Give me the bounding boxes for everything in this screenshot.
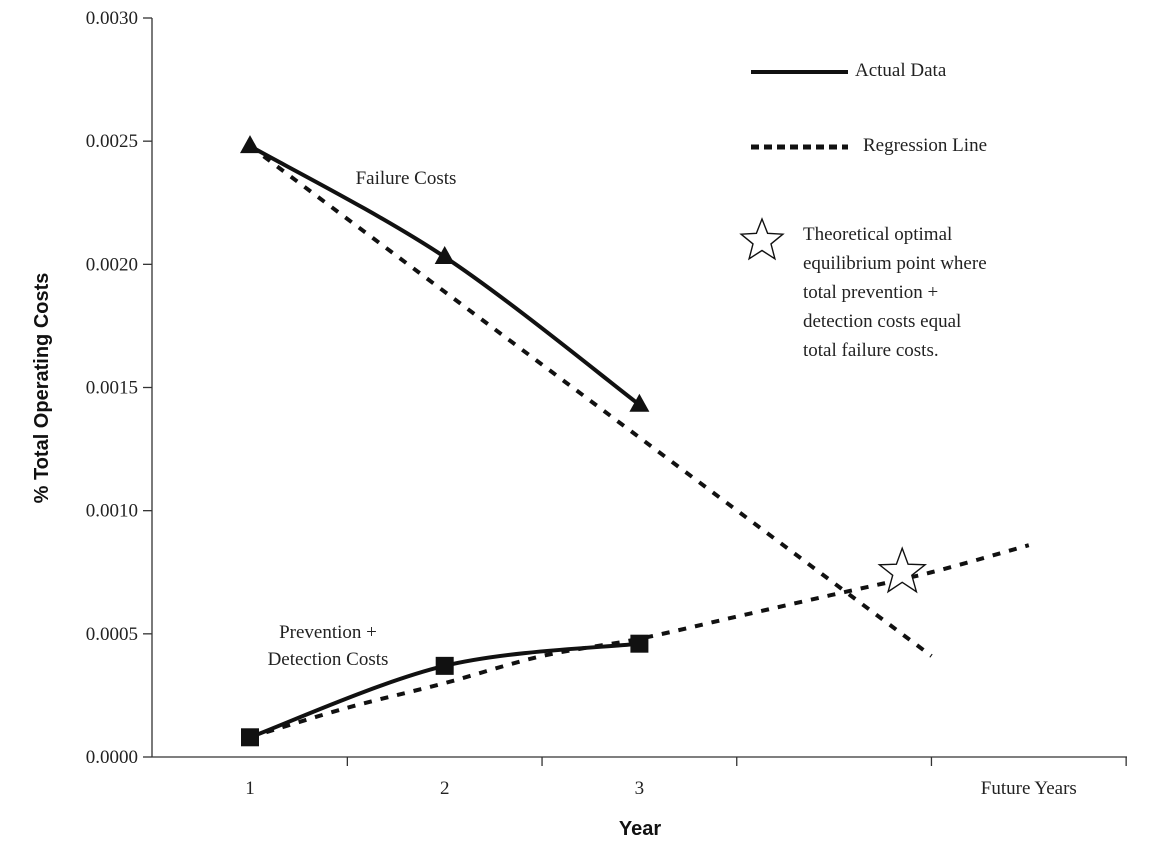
series-prevention-detection-costs: Prevention + Detection Costs xyxy=(241,543,1030,747)
series-label: Prevention + xyxy=(279,622,377,643)
x-axis-ticks: 1 2 3 Future Years xyxy=(245,757,1127,799)
series-failure-costs: Failure Costs xyxy=(240,135,933,658)
square-marker xyxy=(241,728,259,747)
annotation-text: total failure costs. xyxy=(803,340,939,361)
triangle-marker xyxy=(629,393,650,412)
legend-label: Actual Data xyxy=(855,60,947,81)
y-tick-label: 0.0005 xyxy=(86,624,138,645)
y-tick-label: 0.0010 xyxy=(86,501,138,522)
annotation-text: detection costs equal xyxy=(803,311,961,332)
y-axis-ticks: 0.0000 0.0005 0.0010 0.0015 0.0020 0.0025 0.00… xyxy=(86,8,152,768)
regression-line xyxy=(249,543,1030,740)
series-label: Failure Costs xyxy=(356,168,457,189)
star-icon xyxy=(739,217,785,261)
y-tick-label: 0.0030 xyxy=(86,8,138,29)
triangle-marker xyxy=(240,135,260,154)
x-tick-label: 2 xyxy=(440,778,450,799)
triangle-marker xyxy=(434,245,455,264)
series-label: Detection Costs xyxy=(268,649,389,670)
annotation-text: Theoretical optimal xyxy=(803,224,952,245)
x-tick-label: Future Years xyxy=(981,778,1077,799)
square-marker xyxy=(630,634,649,653)
y-tick-label: 0.0020 xyxy=(86,254,138,275)
legend-label: Regression Line xyxy=(863,135,987,156)
legend: Actual Data Regression Line xyxy=(751,60,987,156)
x-tick-label: 3 xyxy=(635,778,645,799)
x-axis-title: Year xyxy=(619,818,661,840)
y-tick-label: 0.0000 xyxy=(86,747,138,768)
y-tick-label: 0.0025 xyxy=(86,131,138,152)
y-axis-title: % Total Operating Costs xyxy=(31,273,53,504)
annotation-text: equilibrium point where xyxy=(803,253,987,274)
x-tick-label: 1 xyxy=(245,778,255,799)
regression-line xyxy=(248,144,933,658)
y-tick-label: 0.0015 xyxy=(86,378,138,399)
annotation-layer: Theoretical optimal equilibrium point whe… xyxy=(739,217,987,594)
square-marker xyxy=(435,656,454,675)
annotation-text: total prevention + xyxy=(803,282,938,303)
series-layer: Failure Costs Prevention + Detection Costs xyxy=(240,135,1030,747)
equilibrium-star-marker xyxy=(877,546,928,594)
